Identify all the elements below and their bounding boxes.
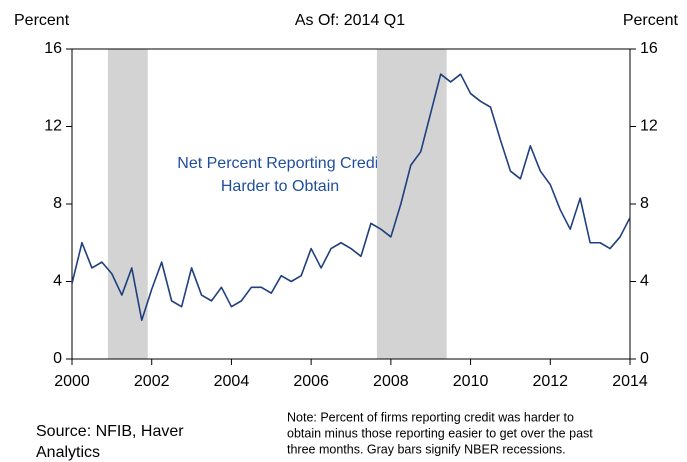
y-axis-label: Percent: [14, 12, 70, 29]
y2-tick-label: 0: [640, 350, 649, 367]
x-tick-label: 2004: [214, 373, 250, 390]
y-tick-label: 8: [53, 195, 62, 212]
note: Note: Percent of firms reporting credit …: [287, 410, 574, 424]
x-tick-label: 2006: [293, 373, 329, 390]
chart-title: As Of: 2014 Q1: [295, 12, 405, 29]
y-tick-label: 0: [53, 350, 62, 367]
y2-tick-label: 4: [640, 273, 649, 290]
note: obtain minus those reporting easier to g…: [287, 426, 593, 440]
x-tick-label: 2000: [54, 373, 90, 390]
x-tick-label: 2002: [134, 373, 170, 390]
y-tick-label: 12: [44, 118, 62, 135]
data-line: [71, 73, 631, 322]
x-tick-label: 2010: [453, 373, 489, 390]
annotation: Net Percent Reporting Credit: [177, 155, 383, 172]
source: Source: NFIB, Haver: [36, 423, 184, 440]
y2-tick-label: 12: [640, 118, 658, 135]
annotation: Harder to Obtain: [221, 178, 339, 195]
plot-frame: [71, 48, 631, 360]
y2-tick-label: 8: [640, 195, 649, 212]
y-tick-label: 4: [53, 273, 62, 290]
x-tick-label: 2012: [532, 373, 568, 390]
recession-bar: [376, 49, 447, 359]
y-tick-label: 16: [44, 40, 62, 57]
note: three months. Gray bars signify NBER rec…: [287, 442, 566, 456]
x-tick-label: 2008: [373, 373, 409, 390]
y2-axis-label: Percent: [623, 12, 679, 29]
y2-tick-label: 16: [640, 40, 658, 57]
source: Analytics: [36, 444, 100, 461]
recession-bar: [107, 49, 148, 359]
x-tick-label: 2014: [612, 373, 648, 390]
